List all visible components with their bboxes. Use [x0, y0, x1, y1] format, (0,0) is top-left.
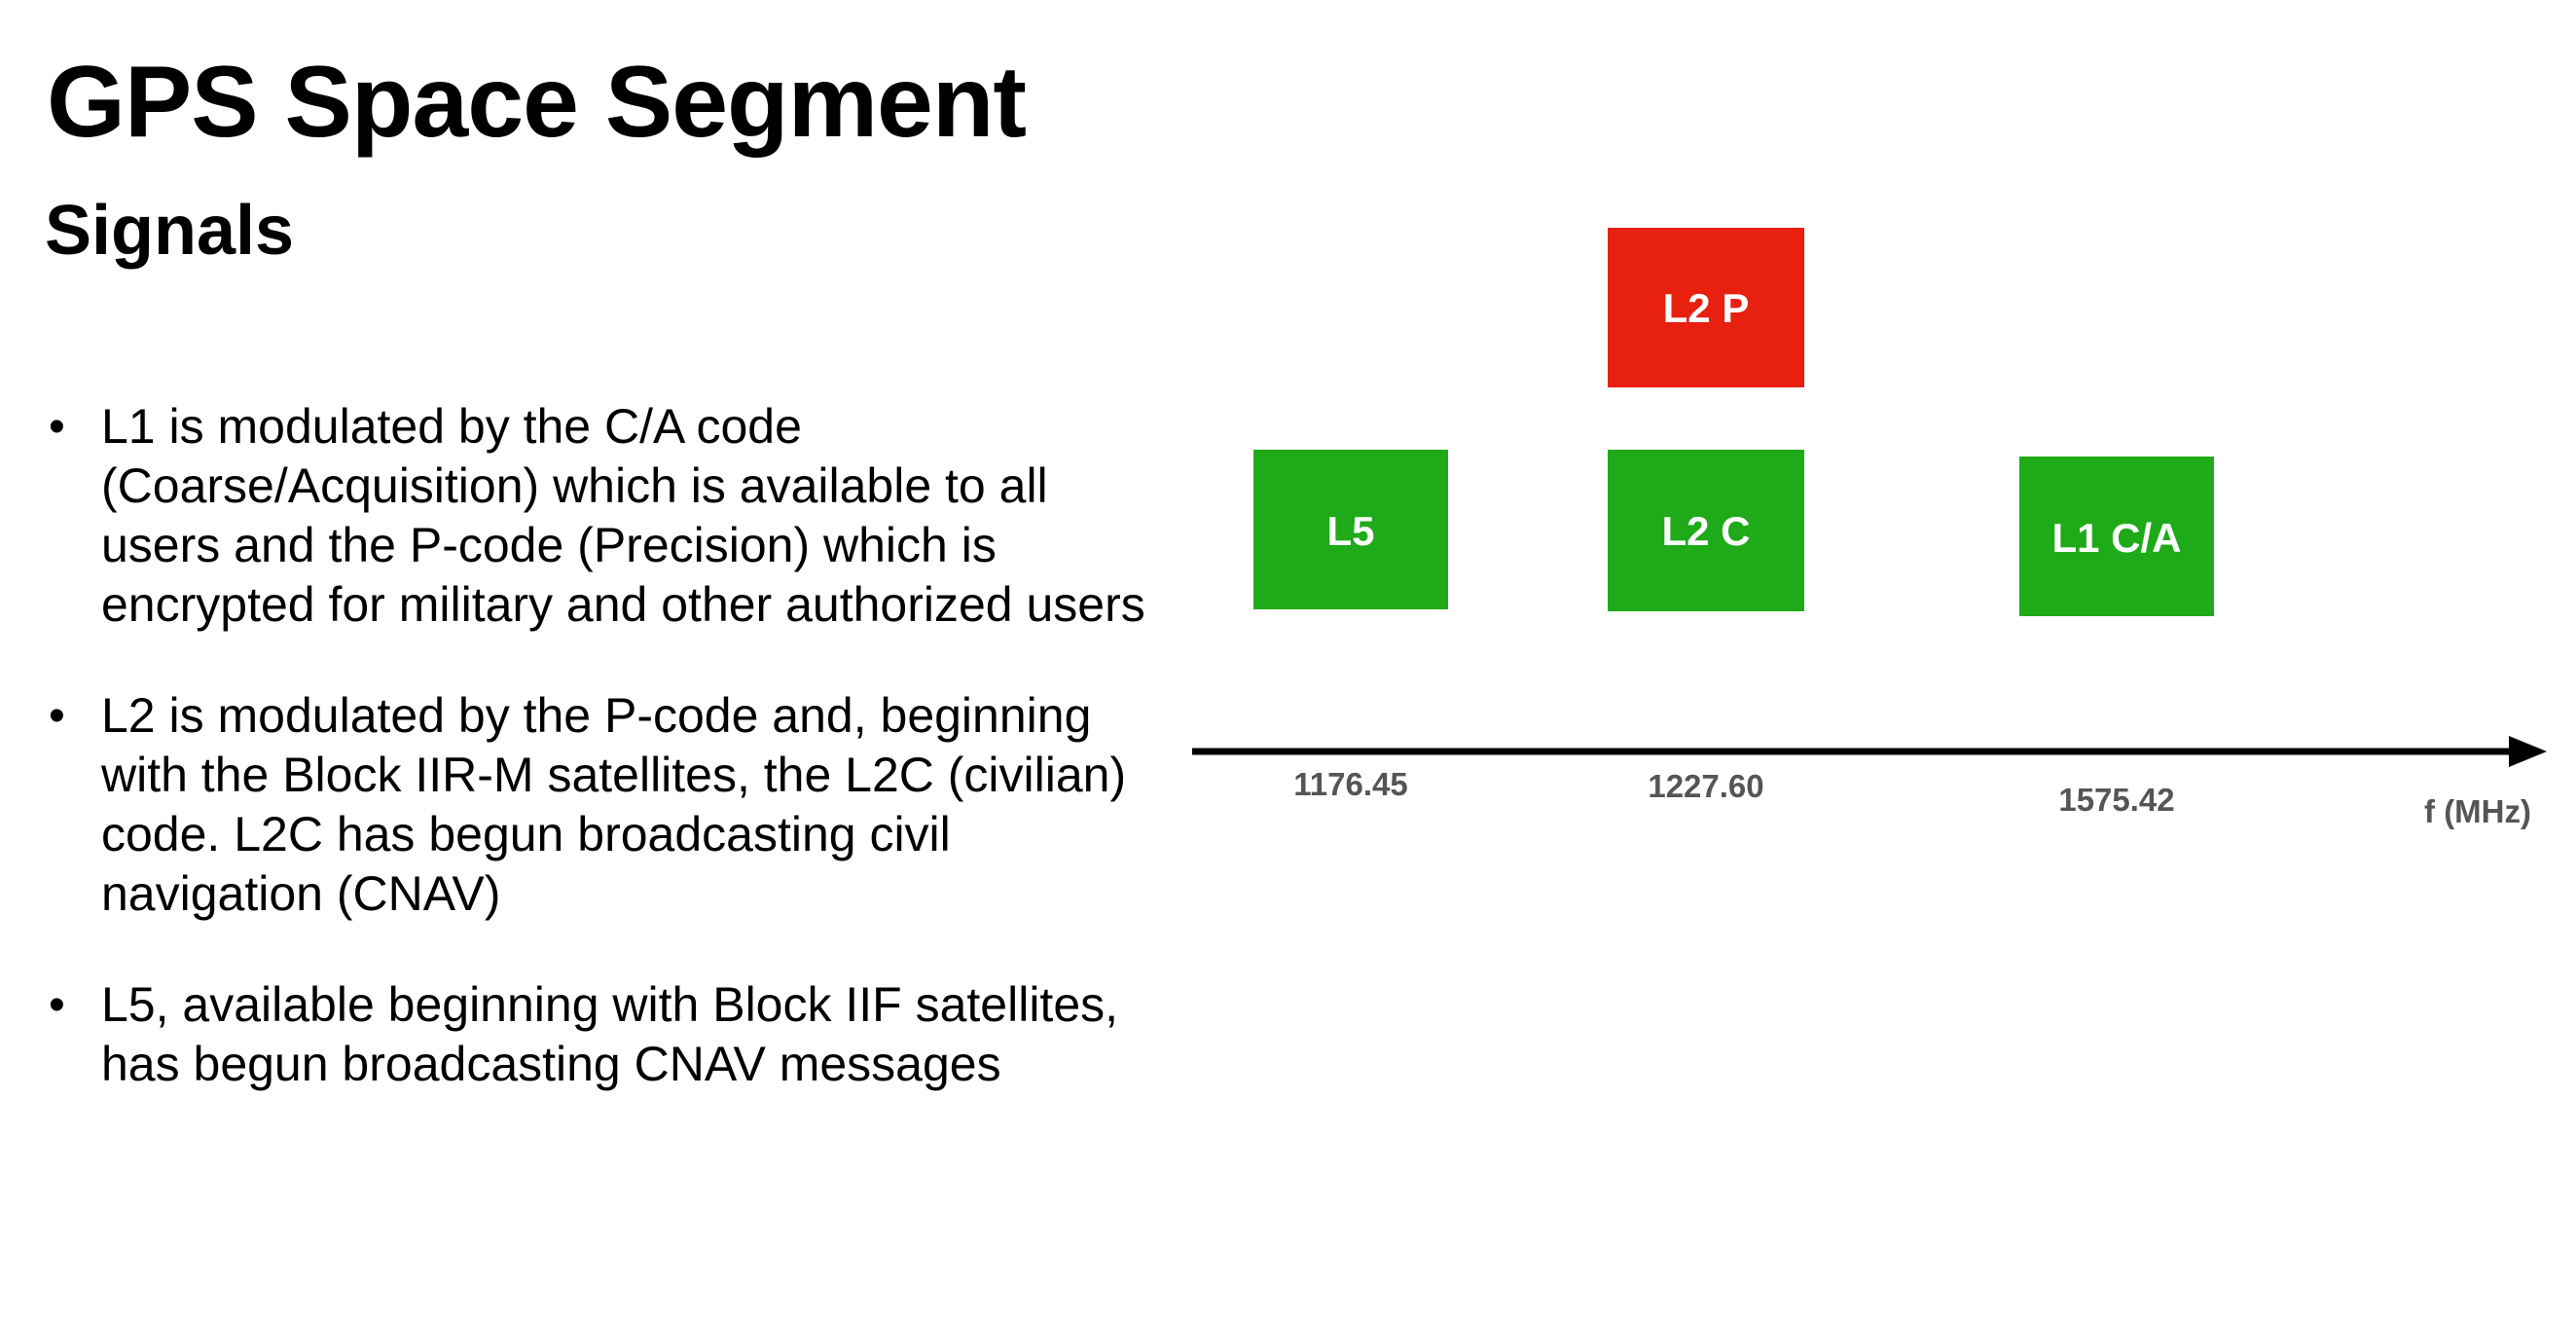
bullet-item-l5: • L5, available beginning with Block IIF…: [47, 975, 1156, 1094]
bullet-item-l1: • L1 is modulated by the C/A code (Coars…: [47, 397, 1156, 635]
signal-block-l2c: [1608, 450, 1804, 611]
bullet-item-l2: • L2 is modulated by the P-code and, beg…: [47, 686, 1156, 924]
bullet-list: • L1 is modulated by the C/A code (Coars…: [47, 397, 1156, 1146]
bullet-dot-icon: •: [49, 979, 65, 1031]
bullet-text-l5: L5, available beginning with Block IIF s…: [101, 977, 1119, 1091]
signal-label-l2p: L2 P: [1663, 285, 1750, 331]
bullet-text-l1: L1 is modulated by the C/A code (Coarse/…: [101, 399, 1145, 632]
freq-label-l1: 1575.42: [2058, 782, 2174, 818]
signal-label-l5: L5: [1326, 508, 1374, 554]
slide-subtitle: Signals: [45, 192, 295, 270]
signal-block-l1ca: [2019, 457, 2214, 616]
axis-unit-label: f (MHz): [2424, 793, 2531, 829]
bullet-text-l2: L2 is modulated by the P-code and, begin…: [101, 688, 1127, 921]
freq-label-l2: 1227.60: [1648, 768, 1763, 804]
signal-label-l2c: L2 C: [1661, 508, 1750, 554]
freq-label-l5: 1176.45: [1293, 766, 1407, 802]
bullet-dot-icon: •: [49, 401, 65, 453]
slide-title: GPS Space Segment: [47, 46, 1027, 159]
signal-label-l1ca: L1 C/A: [2051, 515, 2181, 561]
bullet-dot-icon: •: [49, 690, 65, 742]
signal-block-l5: [1253, 450, 1448, 609]
axis-arrow-icon: [2509, 736, 2547, 767]
signal-block-l2p: [1608, 228, 1804, 387]
